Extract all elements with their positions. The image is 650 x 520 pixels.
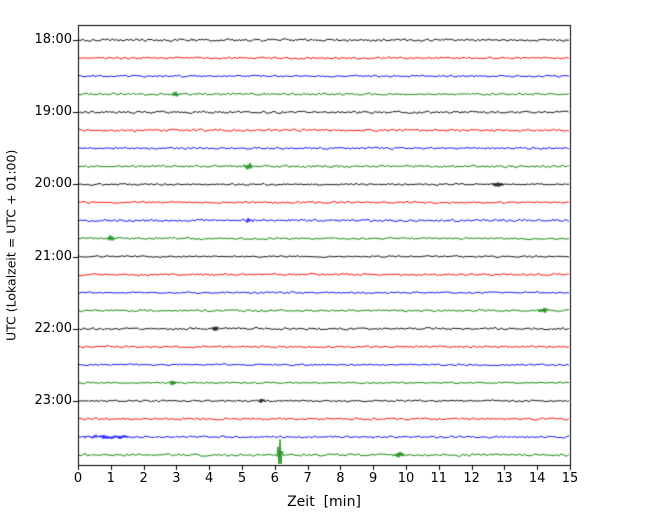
x-tick-label: 2 bbox=[139, 471, 148, 486]
y-tick-label: 21:00 bbox=[34, 248, 72, 264]
x-tick-label: 4 bbox=[205, 471, 214, 486]
x-tick-label: 9 bbox=[369, 471, 378, 486]
x-tick-label: 11 bbox=[430, 471, 448, 486]
x-axis-label: Zeit [min] bbox=[287, 494, 361, 510]
x-tick-label: 1 bbox=[106, 471, 115, 486]
y-tick-label: 20:00 bbox=[34, 176, 72, 192]
x-tick-label: 12 bbox=[463, 471, 480, 486]
x-tick-label: 8 bbox=[336, 471, 345, 486]
x-tick-label: 10 bbox=[397, 471, 415, 486]
y-tick-label: 22:00 bbox=[34, 320, 72, 336]
y-tick-label: 19:00 bbox=[34, 104, 72, 120]
x-tick-label: 3 bbox=[172, 471, 181, 486]
x-tick-label: 0 bbox=[73, 471, 83, 486]
x-tick-label: 5 bbox=[237, 471, 247, 486]
x-tick-label: 6 bbox=[270, 471, 279, 486]
x-tick-label: 15 bbox=[561, 471, 579, 486]
x-tick-label: 7 bbox=[303, 471, 312, 486]
x-tick-label: 13 bbox=[496, 471, 513, 486]
y-tick-label: 18:00 bbox=[34, 32, 72, 47]
x-tick-label: 14 bbox=[528, 471, 546, 486]
y-tick-label: 23:00 bbox=[34, 392, 72, 408]
